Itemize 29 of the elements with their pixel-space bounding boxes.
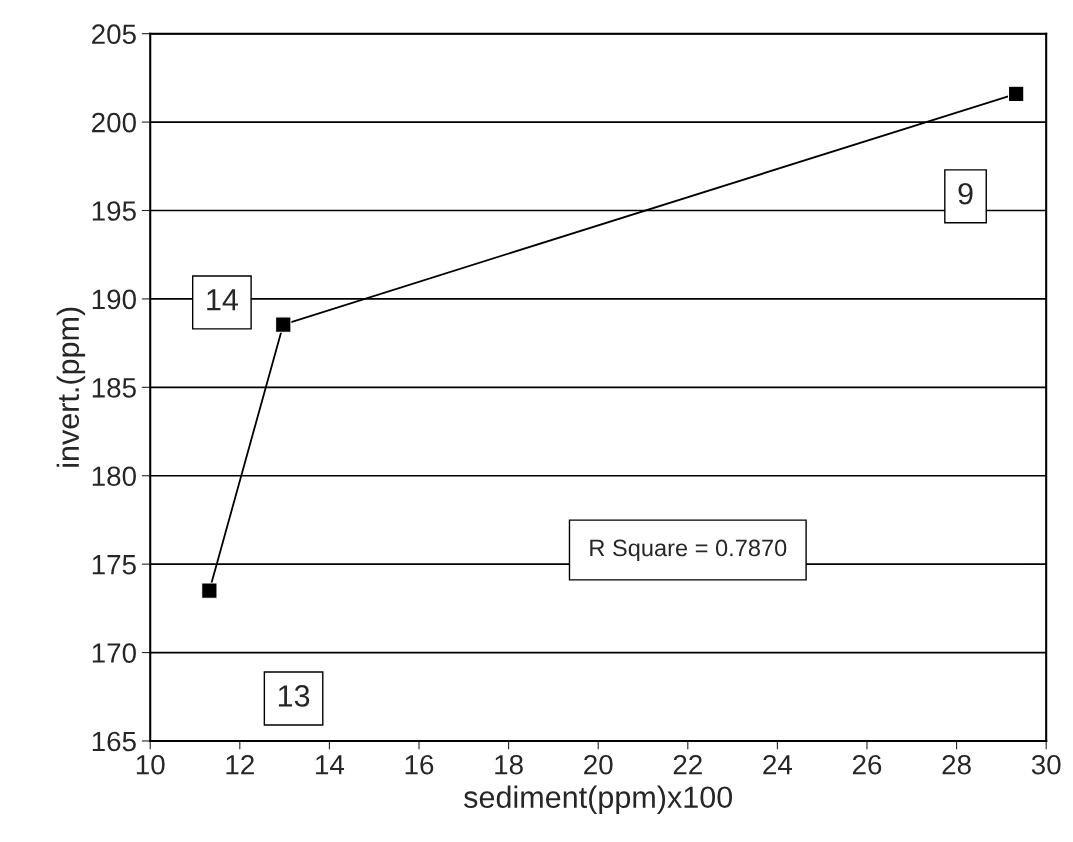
- annotation: 9: [958, 182, 973, 205]
- x-tick-label: 24: [763, 754, 793, 775]
- x-tick-label: 30: [1031, 754, 1061, 775]
- y-axis-title: invert.(ppm): [56, 307, 86, 467]
- y-tick-label: 170: [92, 643, 136, 663]
- x-axis-title: sediment(ppm)x100: [464, 785, 733, 815]
- annotation: R Square = 0.7870: [590, 539, 787, 561]
- annotation: 13: [278, 685, 310, 707]
- y-tick-label: 205: [92, 24, 136, 45]
- y-tick-label: 200: [92, 112, 136, 133]
- x-tick-label: 14: [316, 755, 345, 775]
- x-tick-label: 20: [584, 754, 613, 775]
- x-tick-label: 18: [495, 754, 523, 775]
- point: [1008, 85, 1025, 102]
- y-tick-label: 175: [92, 555, 136, 575]
- x-tick-label: 12: [226, 754, 254, 775]
- point: [275, 316, 292, 333]
- y-tick-label: 180: [92, 466, 136, 487]
- x-tick-label: 26: [852, 754, 882, 775]
- y-tick-label: 185: [92, 377, 136, 398]
- annotation: 14: [207, 289, 238, 311]
- x-tick-label: 10: [136, 754, 165, 775]
- x-tick-label: 22: [673, 754, 702, 775]
- y-tick-label: 195: [92, 201, 136, 221]
- point: [201, 582, 218, 599]
- x-tick-label: 28: [942, 754, 971, 775]
- y-tick-label: 190: [92, 289, 136, 310]
- y-tick-label: 165: [92, 731, 136, 752]
- x-tick-label: 16: [405, 754, 434, 775]
